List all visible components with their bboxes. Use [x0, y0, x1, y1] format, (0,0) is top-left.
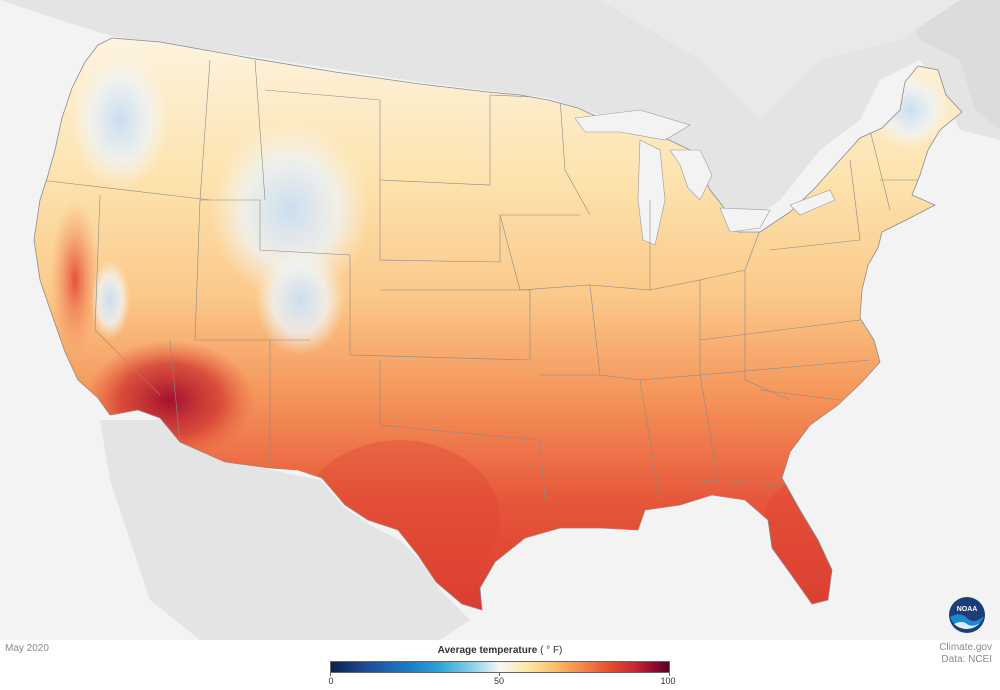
- legend-tick-0: [330, 673, 331, 676]
- map-svg: [0, 0, 1000, 640]
- legend-title: Average temperature ( ° F): [330, 645, 670, 656]
- map-footer: May 2020 Average temperature ( ° F) 0 50…: [0, 640, 1000, 690]
- source-credit: Climate.gov Data: NCEI: [939, 642, 992, 666]
- legend-title-text: Average temperature: [437, 645, 538, 656]
- noaa-logo-text: NOAA: [957, 606, 978, 613]
- credit-data-source: Data: NCEI: [941, 654, 992, 665]
- noaa-logo: NOAA: [949, 597, 985, 633]
- color-scale-bar: [330, 661, 670, 673]
- legend-tick-100: [669, 673, 670, 676]
- state-boundaries: [39, 59, 925, 501]
- credit-site: Climate.gov: [939, 642, 992, 653]
- surrounding-land: [0, 0, 1000, 640]
- legend-unit: ( ° F): [540, 645, 563, 656]
- legend-tick-label: 100: [660, 676, 676, 686]
- great-lakes: [574, 109, 836, 246]
- legend-tick-50: [499, 673, 500, 676]
- date-label: May 2020: [5, 643, 49, 654]
- temperature-map: NOAA: [0, 0, 1000, 640]
- legend-tick-label: 0: [328, 676, 334, 686]
- legend-tick-label: 50: [493, 676, 505, 686]
